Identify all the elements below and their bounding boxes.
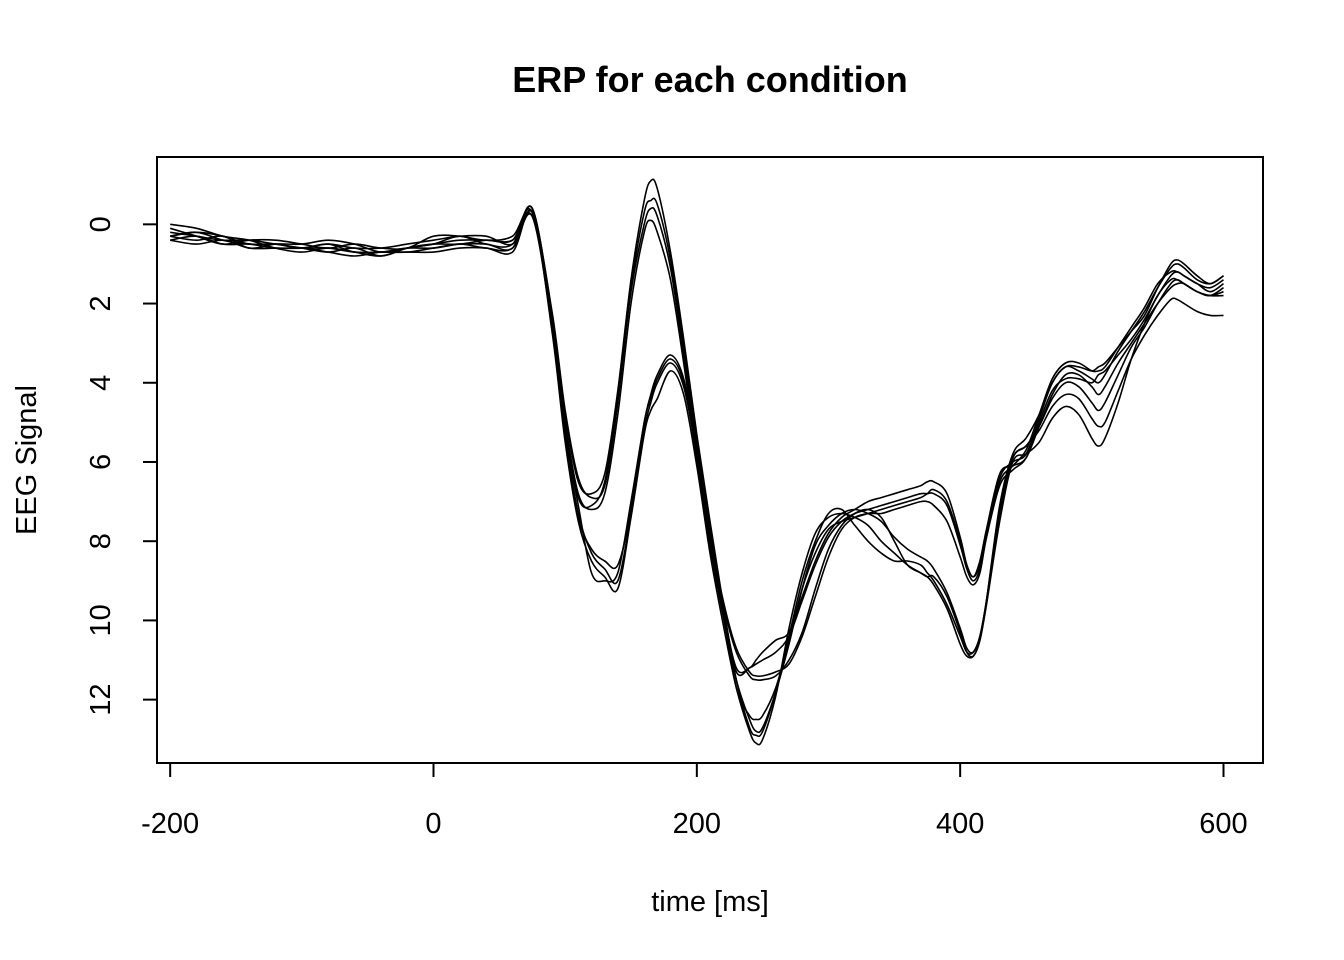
y-tick-label: 6 [85,454,117,470]
y-axis: 0 2 4 6 8 10 12 [85,216,158,716]
x-tick-label: -200 [141,808,199,840]
y-tick-label: 4 [85,375,117,391]
y-axis-label: EEG Signal [11,385,43,535]
chart-title: ERP for each condition [512,59,907,100]
series-line-8 [170,205,1224,734]
x-axis: -200 0 200 400 600 [141,762,1248,840]
series-line-7 [169,208,1224,678]
y-tick-label: 10 [85,604,117,636]
x-axis-label: time [ms] [651,886,769,918]
x-tick-label: 600 [1199,808,1247,840]
y-tick-label: 2 [85,295,117,311]
x-tick-label: 200 [673,808,721,840]
series-group [169,178,1224,746]
series-line-6 [170,209,1224,746]
series-line-5 [170,213,1224,677]
y-tick-label: 12 [85,683,117,715]
y-tick-label: 8 [85,533,117,549]
y-tick-label: 0 [85,216,117,232]
x-tick-label: 0 [425,808,441,840]
x-tick-label: 400 [936,808,984,840]
